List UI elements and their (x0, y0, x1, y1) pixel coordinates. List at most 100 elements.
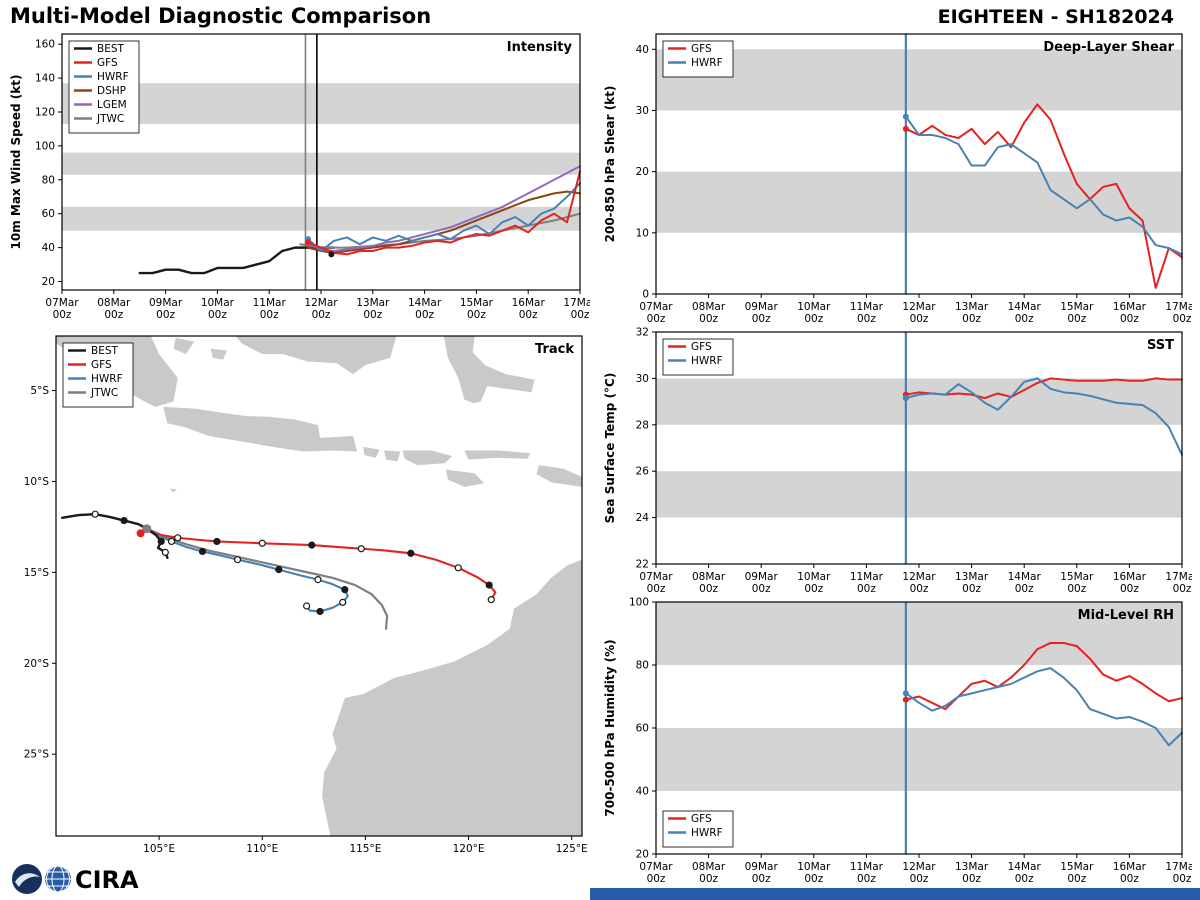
svg-text:28: 28 (636, 419, 649, 431)
svg-text:08Mar: 08Mar (692, 861, 726, 873)
svg-text:00z: 00z (804, 583, 823, 595)
svg-text:00z: 00z (1015, 313, 1034, 325)
svg-text:10: 10 (636, 227, 649, 239)
svg-text:00z: 00z (1015, 583, 1034, 595)
track-map-chart: 105°E 110°E 115°E 120°E 125°E 5°S 10°S 15°S 20°S… (24, 335, 588, 855)
svg-text:GFS: GFS (691, 43, 712, 55)
svg-text:Deep-Layer Shear: Deep-Layer Shear (1043, 40, 1174, 55)
svg-text:17Mar: 17Mar (1165, 301, 1192, 313)
svg-text:15Mar: 15Mar (1060, 571, 1094, 583)
svg-text:HWRF: HWRF (691, 57, 723, 69)
noaa-logo (12, 864, 42, 894)
svg-text:GFS: GFS (691, 813, 712, 825)
svg-text:00z: 00z (571, 309, 590, 321)
svg-text:00z: 00z (519, 309, 538, 321)
svg-text:10Mar: 10Mar (797, 301, 831, 313)
svg-text:HWRF: HWRF (691, 355, 723, 367)
svg-text:22: 22 (636, 559, 649, 571)
svg-text:09Mar: 09Mar (745, 571, 779, 583)
logos-svg: CIRA (12, 864, 139, 894)
svg-text:12Mar: 12Mar (902, 571, 936, 583)
svg-text:00z: 00z (910, 583, 929, 595)
svg-text:00z: 00z (699, 313, 718, 325)
svg-text:00z: 00z (699, 583, 718, 595)
page-title: Multi-Model Diagnostic Comparison (10, 4, 432, 28)
svg-text:200-850 hPa Shear (kt): 200-850 hPa Shear (kt) (603, 86, 617, 243)
svg-text:17Mar: 17Mar (1165, 861, 1192, 873)
svg-text:11Mar: 11Mar (850, 861, 884, 873)
svg-text:00z: 00z (1067, 583, 1086, 595)
svg-text:07Mar: 07Mar (639, 861, 673, 873)
svg-text:10Mar: 10Mar (797, 571, 831, 583)
svg-text:LGEM: LGEM (97, 99, 127, 111)
svg-text:40: 40 (636, 786, 649, 798)
intensity-chart: 07Mar00z08Mar00z09Mar00z10Mar00z11Mar00z… (9, 33, 590, 321)
svg-text:16Mar: 16Mar (1113, 861, 1147, 873)
svg-text:00z: 00z (752, 313, 771, 325)
svg-text:00z: 00z (415, 309, 434, 321)
svg-text:14Mar: 14Mar (1008, 571, 1042, 583)
svg-text:16Mar: 16Mar (1113, 301, 1147, 313)
svg-text:5°S: 5°S (30, 385, 49, 397)
svg-text:00z: 00z (804, 873, 823, 885)
svg-text:10°S: 10°S (24, 476, 50, 488)
svg-text:20°S: 20°S (24, 658, 50, 670)
svg-text:09Mar: 09Mar (745, 301, 779, 313)
svg-text:00z: 00z (363, 309, 382, 321)
svg-text:20: 20 (636, 166, 649, 178)
svg-text:00z: 00z (857, 313, 876, 325)
svg-text:00z: 00z (962, 583, 981, 595)
svg-text:40: 40 (636, 44, 649, 56)
svg-text:115°E: 115°E (349, 843, 381, 855)
svg-text:00z: 00z (53, 309, 72, 321)
svg-text:BEST: BEST (91, 345, 119, 357)
svg-text:Intensity: Intensity (507, 40, 573, 55)
svg-text:Mid-Level RH: Mid-Level RH (1078, 608, 1174, 623)
svg-text:24: 24 (636, 512, 650, 524)
svg-text:15Mar: 15Mar (1060, 861, 1094, 873)
svg-text:120°E: 120°E (453, 843, 485, 855)
svg-text:26: 26 (636, 466, 650, 478)
svg-text:125°E: 125°E (556, 843, 588, 855)
svg-text:60: 60 (636, 723, 649, 735)
svg-text:HWRF: HWRF (691, 827, 723, 839)
svg-text:00z: 00z (467, 309, 486, 321)
svg-text:100: 100 (35, 140, 55, 152)
svg-text:HWRF: HWRF (91, 373, 123, 385)
svg-text:DSHP: DSHP (97, 85, 126, 97)
svg-text:17Mar: 17Mar (1165, 571, 1192, 583)
svg-text:100: 100 (629, 597, 649, 609)
svg-text:00z: 00z (1173, 873, 1192, 885)
svg-text:80: 80 (42, 174, 55, 186)
svg-text:00z: 00z (910, 873, 929, 885)
svg-text:10m Max Wind Speed (kt): 10m Max Wind Speed (kt) (9, 75, 23, 250)
svg-text:15Mar: 15Mar (1060, 301, 1094, 313)
svg-text:15Mar: 15Mar (460, 297, 494, 309)
svg-text:GFS: GFS (97, 57, 118, 69)
svg-text:07Mar: 07Mar (639, 301, 673, 313)
svg-text:120: 120 (35, 106, 55, 118)
svg-text:HWRF: HWRF (97, 71, 129, 83)
svg-text:07Mar: 07Mar (45, 297, 79, 309)
svg-text:15°S: 15°S (24, 567, 50, 579)
svg-text:160: 160 (35, 39, 55, 51)
svg-text:00z: 00z (962, 313, 981, 325)
svg-text:0: 0 (642, 289, 649, 301)
svg-text:00z: 00z (312, 309, 331, 321)
svg-text:13Mar: 13Mar (356, 297, 390, 309)
svg-text:08Mar: 08Mar (97, 297, 131, 309)
svg-text:12Mar: 12Mar (304, 297, 338, 309)
svg-text:11Mar: 11Mar (850, 571, 884, 583)
svg-text:08Mar: 08Mar (692, 571, 726, 583)
svg-text:20: 20 (42, 276, 55, 288)
svg-text:00z: 00z (962, 873, 981, 885)
svg-text:00z: 00z (752, 873, 771, 885)
svg-text:00z: 00z (1173, 313, 1192, 325)
svg-text:16Mar: 16Mar (512, 297, 546, 309)
svg-text:Sea Surface Temp (°C): Sea Surface Temp (°C) (603, 373, 617, 524)
footer-accent-bar (590, 888, 1200, 900)
svg-text:00z: 00z (1015, 873, 1034, 885)
svg-text:JTWC: JTWC (90, 387, 118, 399)
svg-text:105°E: 105°E (143, 843, 175, 855)
svg-text:00z: 00z (104, 309, 123, 321)
